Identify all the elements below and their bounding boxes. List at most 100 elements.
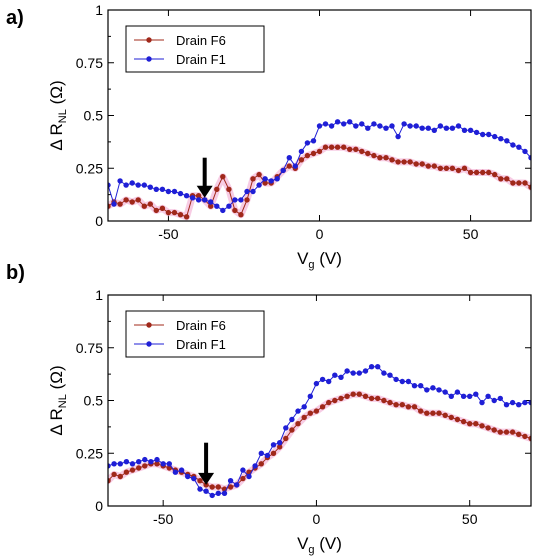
panel-b: b) -50 0 50 0 0.25 0.5 0.75 1 Drain F6 Drain F1 Vg … <box>6 262 532 556</box>
data-point <box>171 209 178 216</box>
data-point <box>195 193 202 199</box>
data-point <box>473 421 479 427</box>
data-point <box>341 144 347 150</box>
data-point <box>467 169 474 176</box>
data-point <box>467 393 473 399</box>
data-point <box>298 157 305 163</box>
data-point <box>123 197 129 203</box>
data-point <box>227 478 234 484</box>
data-point <box>344 368 350 374</box>
data-point <box>460 418 467 425</box>
data-point <box>516 402 522 408</box>
data-point <box>108 478 111 484</box>
data-point <box>166 461 172 467</box>
y-tick-label: 0.5 <box>84 108 104 124</box>
legend-swatch-marker <box>146 341 152 347</box>
data-point <box>316 148 323 155</box>
data-point <box>123 459 130 465</box>
x-tick-label: 0 <box>316 226 324 242</box>
data-point <box>455 123 462 129</box>
data-point <box>510 142 516 148</box>
data-point <box>485 425 491 431</box>
data-point <box>313 408 320 414</box>
data-point <box>498 176 504 182</box>
data-point <box>111 461 117 467</box>
series-line <box>108 146 531 218</box>
data-point <box>183 193 190 199</box>
data-point <box>307 393 313 399</box>
data-point <box>274 176 280 182</box>
data-point <box>310 138 317 144</box>
data-point <box>129 461 136 467</box>
data-point <box>350 370 356 376</box>
legend-entry: Drain F6 <box>176 318 226 333</box>
data-point <box>328 123 335 129</box>
data-point <box>460 393 467 399</box>
data-point <box>226 203 232 209</box>
data-point <box>528 435 531 442</box>
data-point <box>142 456 148 463</box>
panel-label: b) <box>6 262 25 284</box>
data-point <box>153 186 159 192</box>
data-point <box>407 123 413 129</box>
y-tick-label: 0.75 <box>76 55 103 71</box>
data-point <box>443 165 450 171</box>
annotation-arrowhead <box>198 472 215 485</box>
data-point <box>377 155 383 161</box>
data-point <box>347 119 353 125</box>
data-point <box>268 178 274 184</box>
data-point <box>322 144 329 150</box>
data-point <box>244 188 250 195</box>
data-point <box>368 364 375 370</box>
data-point <box>280 167 286 174</box>
data-point <box>497 429 503 435</box>
data-point <box>341 121 347 127</box>
legend-swatch-marker <box>146 56 152 62</box>
data-point <box>286 155 292 161</box>
data-point <box>492 171 498 178</box>
data-point <box>304 152 311 159</box>
data-point <box>467 421 473 427</box>
data-point <box>389 123 395 129</box>
data-point <box>301 414 307 421</box>
series-error-band <box>108 143 531 221</box>
data-point <box>401 121 407 127</box>
data-point <box>424 387 430 393</box>
data-point <box>338 374 344 380</box>
data-point <box>491 397 497 404</box>
data-point <box>277 440 283 446</box>
data-point <box>467 127 474 133</box>
data-point <box>123 182 129 188</box>
data-point <box>485 393 491 399</box>
data-point <box>504 138 510 144</box>
data-point <box>183 214 190 220</box>
data-point <box>430 410 436 416</box>
legend-entry: Drain F6 <box>176 33 226 48</box>
data-point <box>250 176 256 182</box>
data-point <box>522 433 528 440</box>
data-point <box>326 399 332 406</box>
data-point <box>111 471 117 478</box>
data-point <box>393 376 399 383</box>
data-point <box>492 133 498 140</box>
data-point <box>473 391 479 397</box>
data-point <box>448 414 454 421</box>
data-point <box>111 201 117 207</box>
data-point <box>461 165 468 171</box>
data-point <box>424 410 430 416</box>
data-point <box>214 203 220 209</box>
data-point <box>332 397 338 404</box>
data-point <box>148 459 154 465</box>
data-point <box>295 408 301 414</box>
data-point <box>516 144 522 150</box>
data-point <box>375 364 381 370</box>
data-point <box>256 182 262 188</box>
data-point <box>316 123 323 129</box>
x-axis-label: Vg (V) <box>297 534 342 556</box>
data-point <box>504 176 510 182</box>
data-point <box>322 121 329 127</box>
data-point <box>437 165 444 171</box>
data-point <box>437 123 444 129</box>
data-point <box>203 482 209 488</box>
data-point <box>413 123 419 129</box>
